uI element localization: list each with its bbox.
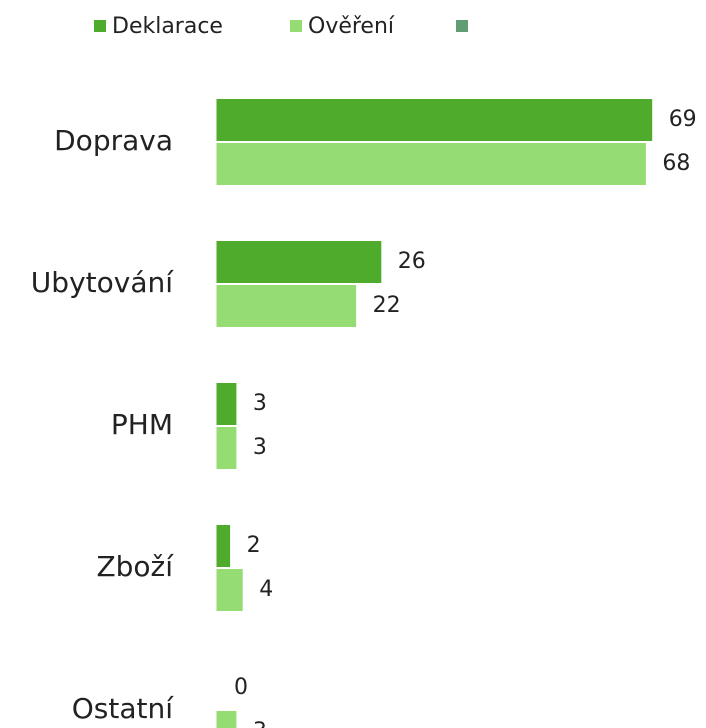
value-label: 3 [253,719,267,728]
legend-swatch [94,20,106,32]
category-label: PHM [111,408,173,441]
legend-label: Deklarace [112,14,223,39]
bar [216,427,237,469]
bar [216,143,646,185]
value-label: 68 [662,151,690,176]
value-label: 3 [253,435,267,460]
bar [216,285,357,327]
legend-swatch [290,20,302,32]
bar [216,711,237,728]
value-label: 4 [259,577,273,602]
category-label: Ubytování [31,266,174,299]
category-label: Doprava [54,124,173,157]
value-label: 0 [234,675,248,700]
category-label: Ostatní [72,692,174,725]
value-label: 22 [373,293,401,318]
bar [216,241,382,283]
bar [216,383,237,425]
value-label: 69 [669,107,697,132]
bar [216,569,243,611]
value-label: 3 [253,391,267,416]
category-label: Zboží [96,550,174,583]
value-label: 26 [398,249,426,274]
legend-label: Ověření [308,14,395,39]
value-label: 2 [247,533,261,558]
legend-swatch [456,20,468,32]
bar [216,99,653,141]
bar [216,525,231,567]
